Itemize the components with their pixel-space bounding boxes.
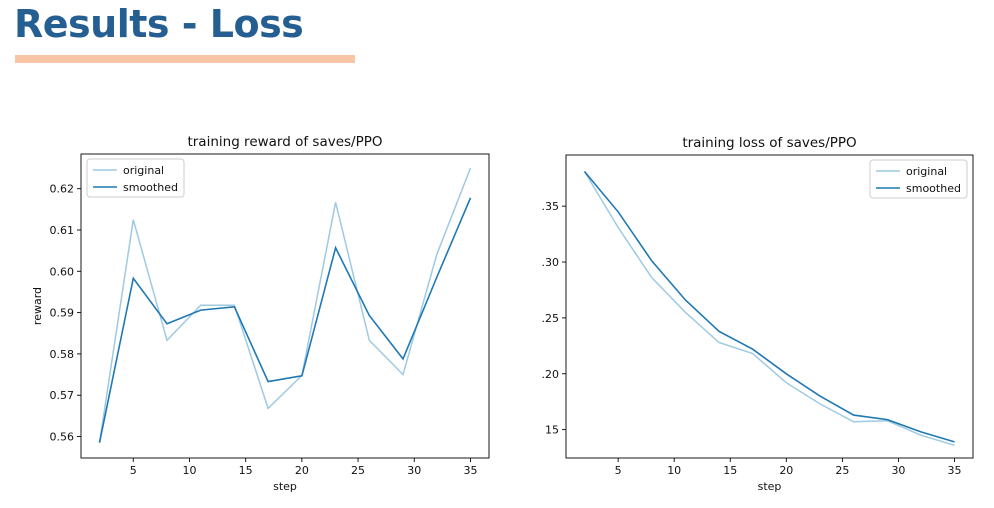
- y-tick-label: 0.56: [50, 431, 75, 444]
- x-tick-label: 5: [615, 464, 622, 477]
- chart-title: training loss of saves/PPO: [682, 135, 856, 151]
- y-tick-label: 0.59: [50, 307, 75, 320]
- series-line-original: [98, 167, 472, 443]
- x-tick-label: 20: [295, 464, 309, 477]
- y-tick-label: 0.57: [50, 389, 75, 402]
- y-tick-label: .35: [542, 200, 560, 213]
- title-accent-bar: [15, 55, 355, 63]
- plot-frame: [565, 154, 974, 459]
- x-tick-label: 15: [723, 464, 737, 477]
- y-tick-label: .25: [542, 312, 560, 325]
- x-axis-label: step: [273, 480, 297, 493]
- x-tick-label: 35: [948, 464, 962, 477]
- x-tick-label: 20: [779, 464, 793, 477]
- y-tick-label: 0.61: [50, 224, 75, 237]
- legend-label-smoothed: smoothed: [906, 182, 961, 195]
- series-line-smoothed: [583, 170, 955, 443]
- legend-label-smoothed: smoothed: [123, 181, 178, 194]
- x-tick-label: 35: [463, 464, 477, 477]
- x-tick-label: 10: [667, 464, 681, 477]
- x-axis-label: step: [758, 480, 782, 493]
- x-tick-label: 25: [835, 464, 849, 477]
- series-line-smoothed: [98, 197, 472, 443]
- y-axis-label: reward: [31, 287, 44, 325]
- x-tick-label: 10: [182, 464, 196, 477]
- plot-frame: [80, 153, 490, 459]
- page-title: Results - Loss: [14, 2, 304, 46]
- y-tick-label: 0.58: [50, 348, 75, 361]
- y-tick-label: .20: [542, 368, 560, 381]
- y-tick-label: 15: [545, 424, 559, 437]
- x-tick-label: 30: [891, 464, 905, 477]
- y-tick-label: 0.62: [50, 183, 75, 196]
- x-tick-label: 30: [407, 464, 421, 477]
- x-tick-label: 25: [351, 464, 365, 477]
- chart-title: training reward of saves/PPO: [187, 134, 382, 150]
- y-tick-label: .30: [542, 256, 560, 269]
- legend-label-original: original: [123, 164, 164, 177]
- series-line-original: [583, 171, 955, 447]
- y-tick-label: 0.60: [50, 265, 75, 278]
- legend-label-original: original: [906, 165, 947, 178]
- x-tick-label: 15: [239, 464, 253, 477]
- x-tick-label: 5: [130, 464, 137, 477]
